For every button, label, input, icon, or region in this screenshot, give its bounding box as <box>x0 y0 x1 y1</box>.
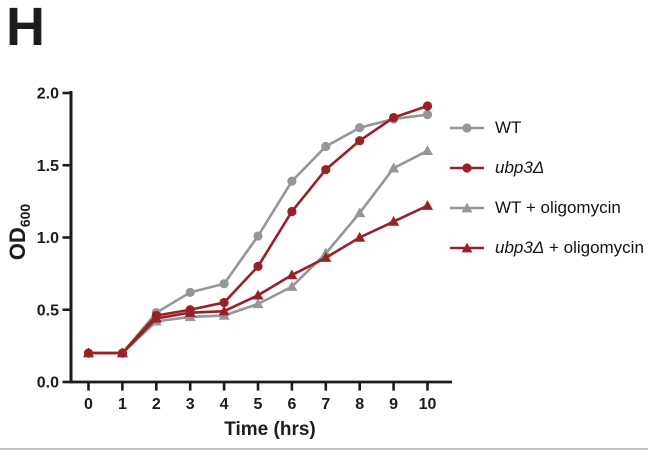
legend-triangle-marker-icon <box>450 202 484 213</box>
legend-item: WT + oligomycin <box>449 188 644 228</box>
legend-label: ubp3Δ <box>495 158 545 177</box>
data-point-triangle <box>150 312 162 323</box>
data-point-circle <box>287 206 297 217</box>
figure-bottom-edge <box>0 448 648 450</box>
legend-item: ubp3Δ <box>449 148 644 188</box>
data-point-triangle <box>320 252 332 262</box>
data-point-triangle <box>286 269 298 280</box>
data-point-circle <box>355 123 365 133</box>
data-point-circle <box>389 112 399 123</box>
data-point-circle <box>321 141 331 152</box>
data-point-circle <box>321 164 331 175</box>
y-tick-label: 2.0 <box>37 86 59 103</box>
data-point-circle <box>422 110 433 120</box>
data-point-triangle <box>354 207 366 218</box>
data-point-circle <box>287 176 297 186</box>
x-tick-label: 1 <box>118 396 127 413</box>
legend-label: ubp3Δ + oligomycin <box>495 238 644 257</box>
legend-circle-marker-icon <box>450 123 484 133</box>
x-tick-label: 4 <box>220 396 229 413</box>
y-axis-title: OD600 <box>5 204 33 260</box>
legend-item: WT <box>449 108 644 148</box>
x-tick-label: 8 <box>355 396 364 413</box>
data-point-triangle <box>422 145 433 155</box>
x-tick-label: 7 <box>321 396 330 413</box>
y-axis-title-text: OD <box>4 227 30 261</box>
legend-circle-marker-icon <box>450 163 484 173</box>
data-point-circle <box>185 287 195 298</box>
legend-item: ubp3Δ + oligomycin <box>449 228 644 268</box>
data-point-triangle <box>116 347 128 358</box>
data-point-triangle <box>252 298 264 309</box>
data-point-triangle <box>286 281 298 291</box>
y-tick-label: 0.5 <box>37 302 59 319</box>
data-point-triangle <box>422 200 433 210</box>
data-point-circle <box>253 231 263 241</box>
data-point-triangle <box>184 307 196 317</box>
y-tick-label: 0.0 <box>37 375 59 392</box>
data-point-circle <box>422 101 433 111</box>
data-point-circle <box>219 297 229 308</box>
x-tick-label: 5 <box>254 396 263 413</box>
legend-label: WT <box>495 118 522 137</box>
y-tick-label: 1.0 <box>37 230 59 247</box>
x-tick-label: 10 <box>419 396 437 413</box>
data-point-circle <box>219 279 229 289</box>
x-tick-label: 3 <box>186 396 195 413</box>
data-point-triangle <box>388 216 400 226</box>
data-point-triangle <box>354 231 366 242</box>
x-tick-label: 2 <box>152 396 161 413</box>
data-point-triangle <box>388 162 400 173</box>
legend-label: WT + oligomycin <box>495 198 621 217</box>
data-point-circle <box>355 136 365 146</box>
y-tick-label: 1.5 <box>37 158 59 175</box>
x-tick-label: 0 <box>84 396 93 413</box>
data-point-triangle <box>218 305 230 316</box>
data-point-triangle <box>83 347 94 358</box>
x-tick-label: 6 <box>287 396 296 413</box>
panel-label: H <box>6 0 45 57</box>
legend: WT ubp3Δ WT + oligomycin ubp3Δ + oligomycin <box>449 108 644 268</box>
y-axis-title-subscript: 600 <box>17 203 34 228</box>
data-point-circle <box>253 261 263 271</box>
data-point-triangle <box>252 289 264 300</box>
series-line <box>88 149 429 355</box>
x-axis-title: Time (hrs) <box>224 419 316 440</box>
legend-triangle-marker-icon <box>450 242 484 253</box>
x-tick-label: 9 <box>389 396 398 413</box>
